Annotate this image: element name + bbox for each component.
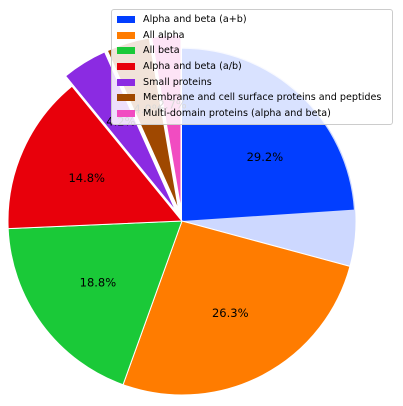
slice-value-label: 29.2% bbox=[247, 150, 284, 164]
pie-slice-all-alpha bbox=[122, 220, 351, 396]
legend-swatch bbox=[117, 94, 135, 102]
legend-swatch bbox=[117, 47, 135, 55]
slice-value-label: 26.3% bbox=[212, 306, 249, 320]
legend-label: Alpha and beta (a+b) bbox=[143, 14, 247, 26]
legend-swatch bbox=[117, 63, 135, 71]
legend-item: Membrane and cell surface proteins and p… bbox=[117, 90, 387, 106]
pie-slice-alpha-and-beta-a-b bbox=[7, 85, 184, 230]
legend-swatch bbox=[117, 16, 135, 24]
legend-item: Alpha and beta (a/b) bbox=[117, 59, 387, 75]
slice-value-label: 18.8% bbox=[80, 275, 117, 289]
legend-swatch bbox=[117, 78, 135, 86]
legend-swatch bbox=[117, 31, 135, 39]
slice-value-label: 14.8% bbox=[68, 171, 105, 185]
pie-slice-small-proteins bbox=[64, 51, 177, 212]
legend-item: Multi-domain proteins (alpha and beta) bbox=[117, 106, 387, 122]
legend-label: Multi-domain proteins (alpha and beta) bbox=[143, 107, 331, 119]
legend-label: Alpha and beta (a/b) bbox=[143, 61, 242, 73]
pie-slice-all-beta bbox=[7, 220, 183, 386]
legend-label: All beta bbox=[143, 45, 180, 57]
legend: Alpha and beta (a+b) All alpha All beta Alp… bbox=[111, 9, 393, 126]
legend-item: All beta bbox=[117, 43, 387, 59]
legend-label: Small proteins bbox=[143, 76, 212, 88]
legend-item: Alpha and beta (a+b) bbox=[117, 12, 387, 28]
legend-label: All alpha bbox=[143, 29, 185, 41]
legend-item: Small proteins bbox=[117, 74, 387, 90]
legend-label: Membrane and cell surface proteins and p… bbox=[143, 92, 382, 104]
legend-swatch bbox=[117, 109, 135, 117]
legend-item: All alpha bbox=[117, 28, 387, 44]
